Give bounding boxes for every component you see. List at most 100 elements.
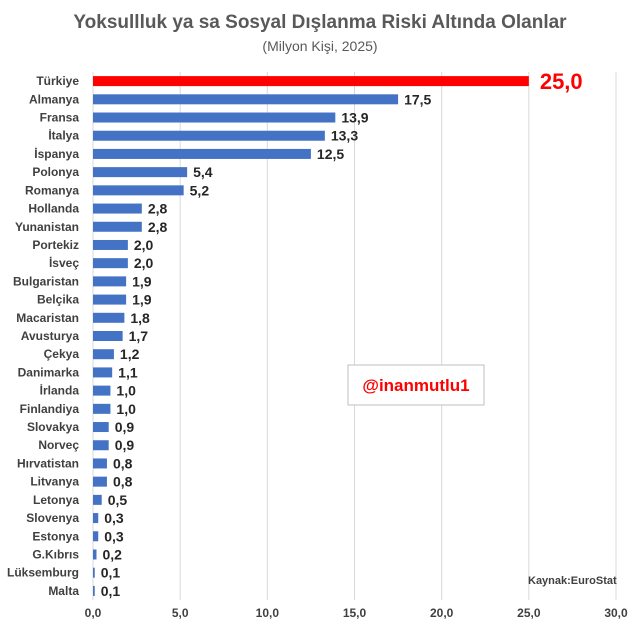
data-label: 0,3 [104, 510, 124, 526]
bar [93, 385, 111, 396]
category-label: Almanya [29, 92, 79, 106]
x-tick-label: 5,0 [172, 606, 189, 620]
category-label: Portekiz [32, 238, 79, 252]
category-label: Finlandiya [20, 402, 80, 416]
category-label: İspanya [34, 146, 79, 161]
bar [93, 422, 109, 433]
data-label: 0,8 [113, 474, 133, 490]
category-label: Hırvatistan [17, 456, 79, 470]
category-label: Fransa [40, 111, 80, 125]
data-label: 1,2 [120, 346, 140, 362]
bar [93, 513, 99, 524]
category-label: Malta [48, 584, 79, 598]
category-label: Estonya [32, 529, 79, 543]
data-label: 25,0 [540, 69, 583, 94]
bar [93, 239, 128, 250]
bar [93, 94, 399, 105]
category-label: Polonya [32, 165, 79, 179]
category-label: Macaristan [16, 311, 79, 325]
category-label: Yunanistan [15, 220, 79, 234]
data-labels: 25,0 17,5 13,9 13,3 12,5 5,4 5,2 2,8 2,8 2,0 2,0 1,… [101, 69, 583, 599]
bar [93, 567, 95, 578]
data-label: 13,9 [341, 110, 368, 126]
source-note: Kaynak:EuroStat [528, 575, 617, 587]
bar [93, 294, 127, 305]
data-label: 12,5 [317, 146, 344, 162]
x-tick-label: 20,0 [430, 606, 454, 620]
x-tick-label: 15,0 [343, 606, 367, 620]
chart-subtitle: (Milyon Kişi, 2025) [262, 38, 377, 54]
data-label: 0,3 [104, 528, 124, 544]
category-label: Hollanda [28, 202, 79, 216]
data-label: 1,9 [132, 273, 152, 289]
data-label: 2,8 [148, 201, 168, 217]
bar [93, 458, 107, 469]
data-label: 1,0 [116, 401, 136, 417]
data-label: 2,8 [148, 219, 168, 235]
watermark-box [347, 364, 485, 406]
data-label: 0,8 [113, 455, 133, 471]
x-axis-ticks: 0,0 5,0 10,0 15,0 20,0 25,0 30,0 [85, 606, 628, 620]
category-label: Belçika [37, 293, 79, 307]
bar [93, 349, 114, 360]
data-label: 0,1 [101, 583, 121, 599]
data-label: 1,7 [129, 328, 149, 344]
data-label: 0,9 [115, 419, 135, 435]
data-label: 1,0 [116, 383, 136, 399]
bar [93, 76, 529, 87]
data-label: 2,0 [134, 255, 154, 271]
category-label: Bulgaristan [13, 274, 79, 288]
bar [93, 112, 336, 123]
bar [93, 167, 188, 178]
category-label: Slovakya [27, 420, 79, 434]
x-tick-label: 25,0 [517, 606, 541, 620]
bar [93, 130, 325, 141]
bar [93, 221, 142, 232]
category-label: Avusturya [21, 329, 80, 343]
bar [93, 276, 127, 287]
bar [93, 331, 123, 341]
category-labels: Türkiye Almanya Fransa İtalya İspanya Polonya… [7, 74, 79, 598]
data-label: 0,1 [101, 565, 121, 581]
data-label: 0,9 [115, 437, 135, 453]
bar [93, 549, 97, 560]
data-label: 1,1 [118, 364, 138, 380]
data-label: 5,2 [190, 182, 210, 198]
bar [93, 148, 311, 159]
data-label: 1,8 [130, 310, 150, 326]
chart-title: Yoksullluk ya sa Sosyal Dışlanma Riski A… [73, 12, 567, 33]
category-label: Norveç [38, 438, 79, 452]
category-label: İtalya [48, 128, 79, 143]
bar [93, 403, 111, 414]
data-label: 0,5 [108, 492, 128, 508]
data-label: 0,2 [102, 546, 122, 562]
category-label: Danimarka [18, 365, 80, 379]
category-label: Türkiye [36, 74, 79, 88]
bar [93, 494, 102, 505]
category-label: Letonya [33, 493, 79, 507]
category-label: İsveç [49, 255, 79, 270]
x-tick-label: 30,0 [604, 606, 628, 620]
category-label: Litvanya [30, 475, 79, 489]
category-label: Slovenya [26, 511, 79, 525]
x-tick-label: 0,0 [85, 606, 102, 620]
bar [93, 585, 95, 596]
watermark-text: @inanmutlu1 [362, 376, 469, 395]
bar [93, 258, 128, 269]
bar [93, 440, 109, 451]
data-label: 2,0 [134, 237, 154, 253]
bar [93, 476, 107, 487]
bars [93, 76, 529, 596]
category-label: Romanya [25, 183, 79, 197]
data-label: 1,9 [132, 292, 152, 308]
gridlines [92, 72, 617, 600]
x-tick-label: 10,0 [256, 606, 280, 620]
bar [93, 367, 113, 378]
bar [93, 185, 184, 196]
data-label: 5,4 [193, 164, 213, 180]
category-label: İrlanda [40, 383, 80, 398]
category-label: Çekya [44, 347, 80, 361]
category-label: Lüksemburg [7, 566, 79, 580]
category-label: G.Kıbrıs [32, 547, 79, 561]
